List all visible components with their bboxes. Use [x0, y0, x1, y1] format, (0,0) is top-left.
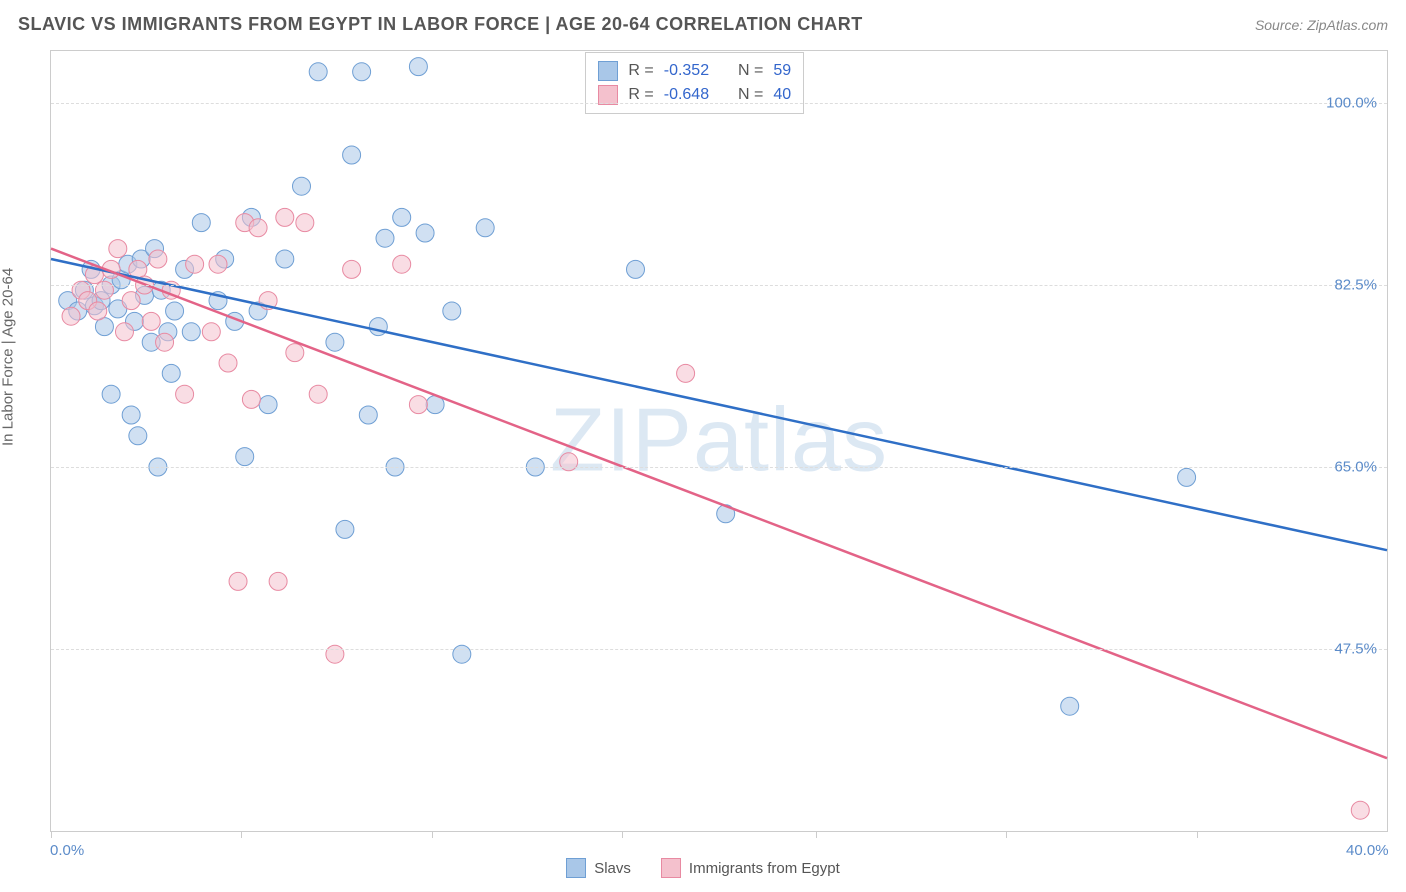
- gridline: [51, 649, 1387, 650]
- y-tick-label: 65.0%: [1334, 459, 1377, 476]
- scatter-point: [416, 224, 434, 242]
- scatter-point: [293, 177, 311, 195]
- x-tick: [1197, 831, 1198, 838]
- scatter-point: [309, 385, 327, 403]
- r-value: -0.352: [664, 62, 709, 80]
- scatter-point: [560, 453, 578, 471]
- scatter-point: [89, 302, 107, 320]
- scatter-point: [122, 406, 140, 424]
- x-tick: [1006, 831, 1007, 838]
- scatter-point: [192, 214, 210, 232]
- scatter-point: [326, 645, 344, 663]
- scatter-point: [242, 390, 260, 408]
- scatter-point: [115, 323, 133, 341]
- scatter-point: [677, 364, 695, 382]
- scatter-point: [276, 208, 294, 226]
- legend-swatch: [598, 85, 618, 105]
- scatter-point: [1178, 468, 1196, 486]
- scatter-point: [453, 645, 471, 663]
- legend-swatch: [598, 61, 618, 81]
- scatter-point: [286, 344, 304, 362]
- n-value: 40: [773, 86, 791, 104]
- scatter-point: [109, 240, 127, 258]
- y-tick-label: 47.5%: [1334, 641, 1377, 658]
- scatter-point: [359, 406, 377, 424]
- scatter-point: [259, 396, 277, 414]
- legend-label: Slavs: [594, 860, 631, 877]
- scatter-point: [236, 448, 254, 466]
- scatter-point: [326, 333, 344, 351]
- scatter-point: [627, 260, 645, 278]
- scatter-point: [142, 312, 160, 330]
- x-tick: [622, 831, 623, 838]
- scatter-point: [276, 250, 294, 268]
- scatter-point: [102, 385, 120, 403]
- scatter-point: [353, 63, 371, 81]
- scatter-point: [343, 260, 361, 278]
- scatter-point: [129, 427, 147, 445]
- scatter-point: [156, 333, 174, 351]
- r-value: -0.648: [664, 86, 709, 104]
- gridline: [51, 103, 1387, 104]
- scatter-point: [122, 292, 140, 310]
- regression-line: [51, 249, 1387, 759]
- scatter-point: [443, 302, 461, 320]
- y-axis-label: In Labor Force | Age 20-64: [0, 268, 17, 446]
- scatter-point: [62, 307, 80, 325]
- scatter-point: [393, 255, 411, 273]
- scatter-point: [219, 354, 237, 372]
- legend-item: Immigrants from Egypt: [661, 858, 840, 878]
- chart-title: SLAVIC VS IMMIGRANTS FROM EGYPT IN LABOR…: [18, 14, 863, 35]
- gridline: [51, 285, 1387, 286]
- x-tick-label: 40.0%: [1346, 842, 1389, 859]
- scatter-point: [95, 281, 113, 299]
- n-label: N =: [738, 86, 763, 104]
- x-tick: [51, 831, 52, 838]
- scatter-point: [409, 58, 427, 76]
- scatter-point: [202, 323, 220, 341]
- r-label: R =: [628, 62, 653, 80]
- chart-plot-area: ZIPatlas R =-0.352 N = 59R =-0.648 N = 4…: [50, 50, 1388, 832]
- scatter-point: [393, 208, 411, 226]
- scatter-point: [162, 364, 180, 382]
- scatter-point: [269, 572, 287, 590]
- y-tick-label: 100.0%: [1326, 95, 1377, 112]
- scatter-point: [336, 520, 354, 538]
- scatter-point: [1351, 801, 1369, 819]
- scatter-point: [476, 219, 494, 237]
- legend-swatch: [566, 858, 586, 878]
- correlation-box: R = -0.352 N = 59 R = -0.648 N = 40: [585, 52, 804, 114]
- scatter-point: [176, 385, 194, 403]
- correlation-row: R = -0.352 N = 59: [598, 59, 791, 83]
- y-tick-label: 82.5%: [1334, 277, 1377, 294]
- x-tick: [432, 831, 433, 838]
- scatter-point: [409, 396, 427, 414]
- r-label: R =: [628, 86, 653, 104]
- legend-swatch: [661, 858, 681, 878]
- scatter-point: [309, 63, 327, 81]
- scatter-point: [249, 219, 267, 237]
- scatter-point: [1061, 697, 1079, 715]
- scatter-point: [182, 323, 200, 341]
- source-label: Source: ZipAtlas.com: [1255, 17, 1388, 33]
- scatter-point: [186, 255, 204, 273]
- bottom-legend: Slavs Immigrants from Egypt: [0, 858, 1406, 878]
- x-tick-label: 0.0%: [50, 842, 84, 859]
- legend-label: Immigrants from Egypt: [689, 860, 840, 877]
- scatter-point: [296, 214, 314, 232]
- chart-svg: [51, 51, 1387, 831]
- x-tick: [241, 831, 242, 838]
- n-value: 59: [773, 62, 791, 80]
- gridline: [51, 467, 1387, 468]
- scatter-point: [343, 146, 361, 164]
- n-label: N =: [738, 62, 763, 80]
- scatter-point: [229, 572, 247, 590]
- legend-item: Slavs: [566, 858, 631, 878]
- scatter-point: [166, 302, 184, 320]
- scatter-point: [209, 255, 227, 273]
- scatter-point: [376, 229, 394, 247]
- scatter-point: [149, 250, 167, 268]
- x-tick: [816, 831, 817, 838]
